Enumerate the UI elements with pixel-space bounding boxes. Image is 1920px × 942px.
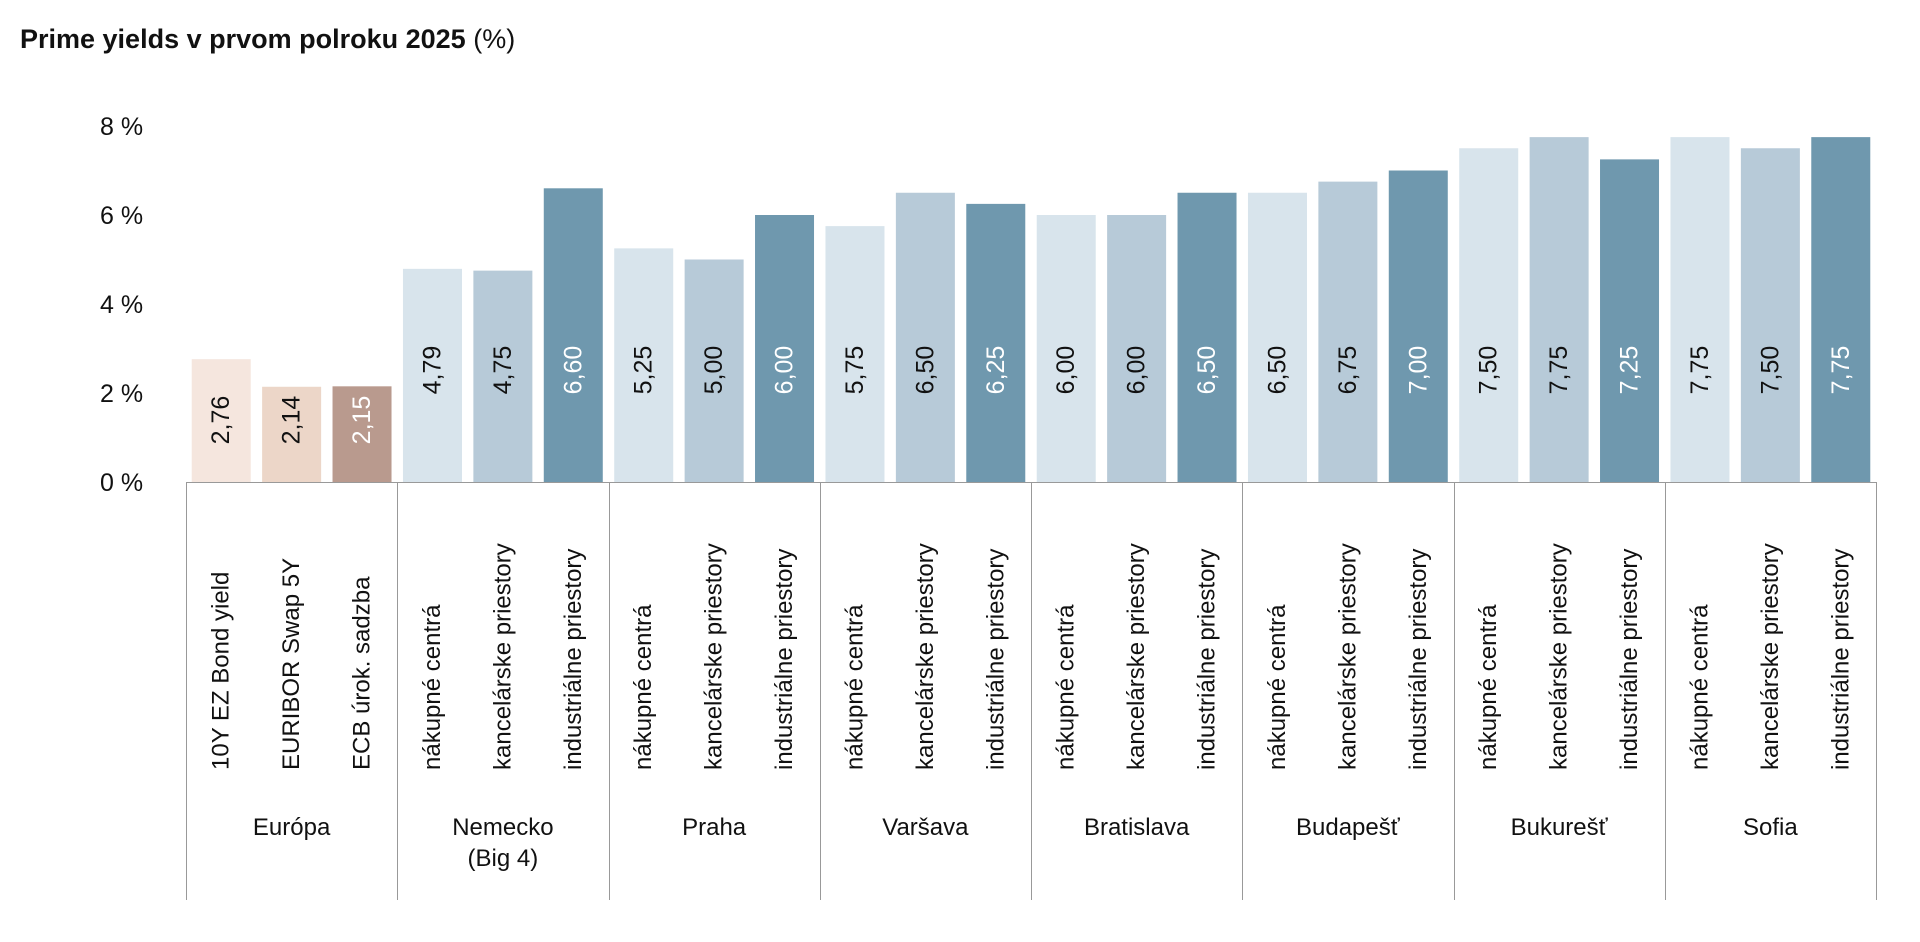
bar-value-label: 6,00 [771, 346, 799, 395]
bar-value-label: 2,15 [348, 396, 376, 445]
category-label: 10Y EZ Bond yield [208, 572, 235, 770]
bar [1247, 192, 1307, 482]
x-axis: 10Y EZ Bond yield EURIBOR Swap 5Y ECB úrok… [186, 482, 1877, 900]
bar [1811, 137, 1871, 482]
bar [684, 259, 744, 482]
bar-value-label: 6,75 [1334, 346, 1362, 395]
y-tick-label: 4 % [100, 291, 143, 319]
bar [895, 192, 955, 482]
category-label: industriálne priestory [982, 549, 1009, 770]
bar [543, 188, 603, 483]
bar [402, 268, 462, 482]
category-label: nákupné centrá [1686, 604, 1713, 770]
bar-value-label: 7,75 [1545, 346, 1573, 395]
bar [1600, 159, 1660, 482]
bar-value-label: 5,25 [630, 346, 658, 395]
category-label: industriálne priestory [1405, 549, 1432, 770]
bar [1529, 137, 1589, 482]
category-label: kancelárske priestory [1546, 543, 1573, 770]
category-label: kancelárske priestory [912, 543, 939, 770]
bar [614, 248, 674, 482]
group-label: Bratislava [1084, 814, 1190, 841]
category-label: nákupné centrá [630, 604, 657, 770]
bar [1177, 192, 1237, 482]
bar [473, 270, 533, 482]
category-label: kancelárske priestory [1757, 543, 1784, 770]
category-label: EURIBOR Swap 5Y [278, 558, 305, 770]
bar-value-label: 6,25 [982, 346, 1010, 395]
group-label: Varšava [882, 814, 969, 841]
bar-value-label: 6,00 [1052, 346, 1080, 395]
bar [825, 226, 885, 482]
category-label: industriálne priestory [1194, 549, 1221, 770]
group-label: Budapešť [1296, 814, 1401, 841]
chart-title: Prime yields v prvom polroku 2025 (%) [20, 24, 515, 55]
chart-title-unit: (%) [473, 24, 516, 54]
bar [1107, 215, 1167, 482]
category-label: nákupné centrá [1264, 604, 1291, 770]
y-axis: 0 % 2 % 4 % 6 % 8 % [100, 113, 143, 497]
bar-value-label: 7,25 [1616, 346, 1644, 395]
bars: 2,76 2,14 2,15 4,79 4,75 6,60 5,25 5,00 6,00 5,75… [191, 137, 1871, 483]
bar-value-label: 6,50 [1263, 346, 1291, 395]
bar-value-label: 6,60 [559, 346, 587, 395]
bar-value-label: 7,75 [1686, 346, 1714, 395]
bar [1318, 181, 1378, 482]
category-label: nákupné centrá [1475, 604, 1502, 770]
bar-value-label: 2,14 [278, 396, 306, 445]
bar-value-label: 7,50 [1475, 346, 1503, 395]
category-label: kancelárske priestory [701, 543, 728, 770]
y-tick-label: 6 % [100, 202, 143, 230]
bar-value-label: 6,00 [1123, 346, 1151, 395]
bar-value-label: 7,50 [1756, 346, 1784, 395]
category-label: industriálne priestory [1827, 549, 1854, 770]
bar-value-label: 6,50 [1193, 346, 1221, 395]
group-label: Sofia [1743, 814, 1798, 841]
bar [262, 386, 322, 482]
category-label: kancelárske priestory [489, 543, 516, 770]
group-label: Praha [682, 814, 747, 841]
category-label: industriálne priestory [1616, 549, 1643, 770]
bar-value-label: 6,50 [911, 346, 939, 395]
bar-value-label: 7,00 [1404, 346, 1432, 395]
category-label: nákupné centrá [1053, 604, 1080, 770]
bar [191, 359, 251, 482]
bar [332, 386, 392, 482]
category-label: nákupné centrá [419, 604, 446, 770]
bar [1036, 215, 1096, 482]
y-tick-label: 8 % [100, 113, 143, 141]
bar [1740, 148, 1800, 482]
group-label: Bukurešť [1511, 814, 1609, 841]
category-label: kancelárske priestory [1123, 543, 1150, 770]
category-label: ECB úrok. sadzba [349, 576, 376, 770]
bar [1670, 137, 1730, 482]
y-tick-label: 2 % [100, 380, 143, 408]
bar-value-label: 5,75 [841, 346, 869, 395]
category-label: industriálne priestory [771, 549, 798, 770]
chart-title-main: Prime yields v prvom polroku 2025 [20, 24, 466, 54]
category-label: kancelárske priestory [1334, 543, 1361, 770]
bar-value-label: 5,00 [700, 346, 728, 395]
group-label: Nemecko [452, 814, 553, 841]
bar [1388, 170, 1448, 482]
bar-value-label: 4,79 [418, 346, 446, 395]
category-label: industriálne priestory [560, 549, 587, 770]
bar-value-label: 4,75 [489, 346, 517, 395]
group-label: (Big 4) [468, 845, 539, 872]
bar [755, 215, 815, 482]
bar [966, 203, 1026, 482]
bar-value-label: 7,75 [1827, 346, 1855, 395]
category-label: nákupné centrá [841, 604, 868, 770]
y-tick-label: 0 % [100, 469, 143, 497]
bar [1459, 148, 1519, 482]
group-label: Európa [253, 814, 331, 841]
bar-value-label: 2,76 [207, 396, 235, 445]
